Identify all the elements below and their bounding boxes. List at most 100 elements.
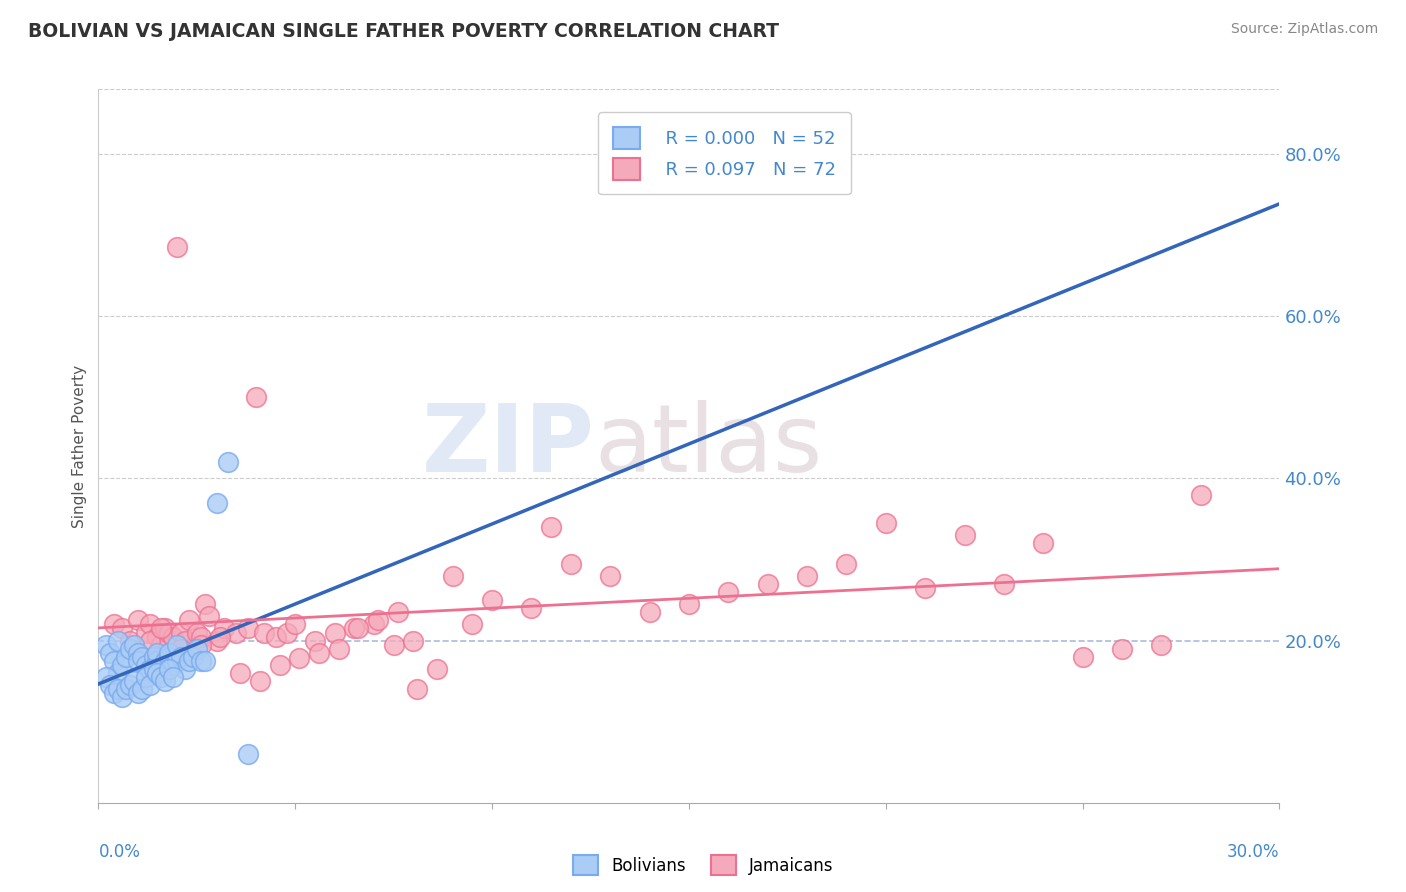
Point bbox=[150, 622, 173, 636]
Point bbox=[174, 662, 197, 676]
Point bbox=[205, 496, 228, 510]
Point bbox=[190, 638, 212, 652]
Point bbox=[367, 613, 389, 627]
Point bbox=[103, 654, 125, 668]
Point bbox=[225, 625, 247, 640]
Point bbox=[276, 625, 298, 640]
Point bbox=[127, 686, 149, 700]
Point bbox=[264, 630, 287, 644]
Point bbox=[146, 646, 169, 660]
Point bbox=[150, 670, 173, 684]
Text: ZIP: ZIP bbox=[422, 400, 595, 492]
Point bbox=[835, 557, 858, 571]
Text: atlas: atlas bbox=[595, 400, 823, 492]
Point bbox=[236, 622, 259, 636]
Point bbox=[170, 649, 193, 664]
Point bbox=[520, 601, 543, 615]
Point bbox=[328, 641, 350, 656]
Point bbox=[174, 633, 197, 648]
Text: BOLIVIAN VS JAMAICAN SINGLE FATHER POVERTY CORRELATION CHART: BOLIVIAN VS JAMAICAN SINGLE FATHER POVER… bbox=[28, 22, 779, 41]
Point bbox=[1071, 649, 1094, 664]
Point bbox=[194, 654, 217, 668]
Point bbox=[540, 520, 562, 534]
Point bbox=[245, 390, 267, 404]
Point bbox=[249, 674, 271, 689]
Point bbox=[135, 625, 157, 640]
Point bbox=[253, 625, 276, 640]
Point bbox=[162, 670, 184, 684]
Point bbox=[138, 617, 160, 632]
Point bbox=[127, 613, 149, 627]
Point bbox=[103, 617, 125, 632]
Point bbox=[115, 682, 138, 697]
Point bbox=[150, 638, 173, 652]
Point bbox=[214, 622, 236, 636]
Point bbox=[166, 638, 188, 652]
Point bbox=[177, 654, 200, 668]
Point bbox=[107, 633, 129, 648]
Text: 0.0%: 0.0% bbox=[98, 843, 141, 861]
Point bbox=[107, 682, 129, 697]
Point bbox=[284, 617, 307, 632]
Point bbox=[717, 585, 740, 599]
Point bbox=[461, 617, 484, 632]
Point bbox=[288, 651, 311, 665]
Point bbox=[166, 654, 188, 668]
Point bbox=[155, 654, 177, 668]
Point bbox=[186, 641, 208, 656]
Point bbox=[127, 646, 149, 660]
Point bbox=[107, 666, 129, 681]
Point bbox=[98, 678, 121, 692]
Point bbox=[138, 633, 160, 648]
Point bbox=[118, 641, 141, 656]
Point bbox=[217, 455, 239, 469]
Point bbox=[205, 633, 228, 648]
Point bbox=[441, 568, 464, 582]
Point bbox=[127, 654, 149, 668]
Point bbox=[426, 662, 449, 676]
Text: 30.0%: 30.0% bbox=[1227, 843, 1279, 861]
Text: Source: ZipAtlas.com: Source: ZipAtlas.com bbox=[1230, 22, 1378, 37]
Point bbox=[146, 630, 169, 644]
Point bbox=[122, 674, 145, 689]
Point bbox=[155, 622, 177, 636]
Y-axis label: Single Father Poverty: Single Father Poverty bbox=[72, 365, 87, 527]
Point bbox=[953, 528, 976, 542]
Point bbox=[236, 747, 259, 761]
Point bbox=[135, 670, 157, 684]
Point bbox=[118, 678, 141, 692]
Point bbox=[115, 649, 138, 664]
Point bbox=[190, 630, 212, 644]
Point bbox=[131, 682, 153, 697]
Legend: Bolivians, Jamaicans: Bolivians, Jamaicans bbox=[564, 847, 842, 884]
Point bbox=[131, 649, 153, 664]
Point bbox=[560, 557, 582, 571]
Point bbox=[157, 646, 180, 660]
Point bbox=[155, 674, 177, 689]
Point bbox=[343, 622, 366, 636]
Point bbox=[993, 577, 1015, 591]
Point bbox=[118, 633, 141, 648]
Point bbox=[111, 690, 134, 705]
Point bbox=[138, 678, 160, 692]
Point bbox=[323, 625, 346, 640]
Point bbox=[599, 568, 621, 582]
Point bbox=[638, 605, 661, 619]
Point bbox=[269, 657, 291, 672]
Point bbox=[363, 617, 385, 632]
Point bbox=[796, 568, 818, 582]
Point bbox=[157, 662, 180, 676]
Point bbox=[678, 597, 700, 611]
Point bbox=[162, 630, 184, 644]
Point bbox=[406, 682, 429, 697]
Point bbox=[402, 633, 425, 648]
Point bbox=[186, 625, 208, 640]
Point bbox=[177, 613, 200, 627]
Point bbox=[96, 670, 118, 684]
Point bbox=[304, 633, 326, 648]
Point bbox=[170, 625, 193, 640]
Point bbox=[1111, 641, 1133, 656]
Point bbox=[103, 686, 125, 700]
Point bbox=[142, 649, 165, 664]
Point bbox=[111, 622, 134, 636]
